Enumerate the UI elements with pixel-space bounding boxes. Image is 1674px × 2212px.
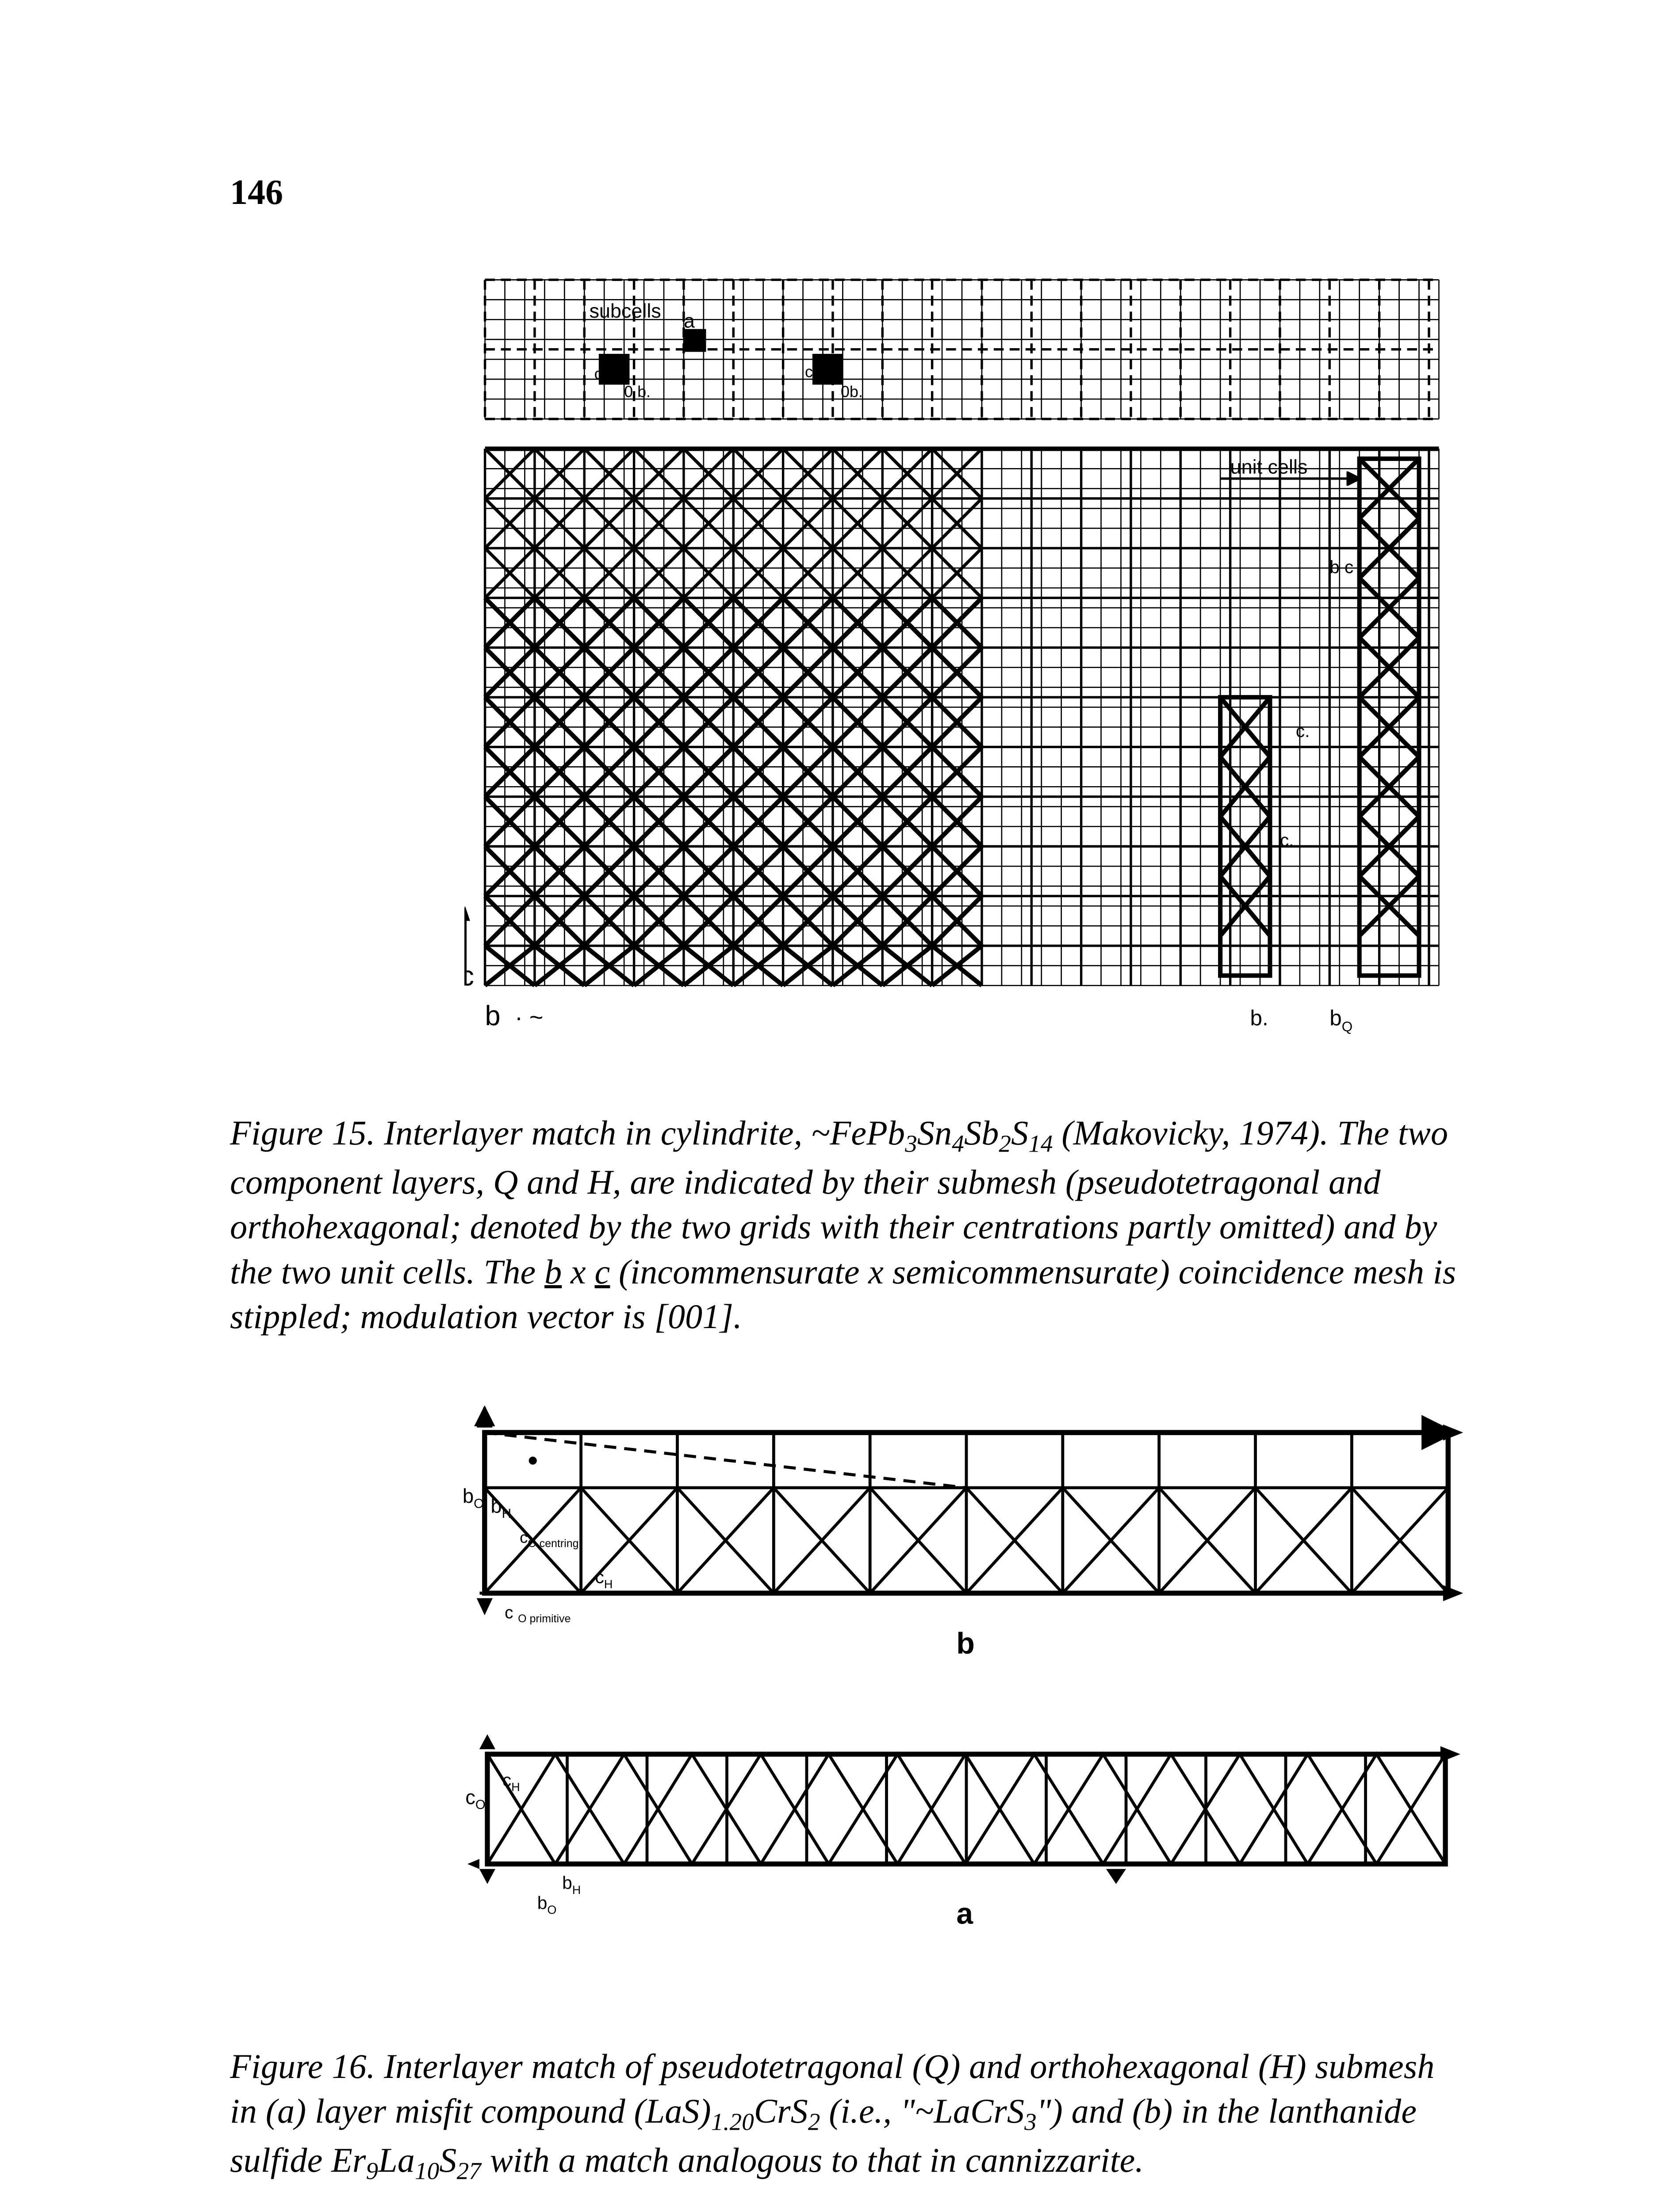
label-cq: c. bbox=[1296, 721, 1310, 741]
label-subcells: subcells bbox=[589, 300, 661, 322]
label-a: a bbox=[684, 309, 695, 332]
label-cO-prim: c O primitive bbox=[505, 1603, 571, 1625]
page: 146 bbox=[0, 0, 1674, 2212]
label-c3: c. bbox=[1280, 830, 1294, 850]
axis-c: c bbox=[464, 961, 474, 992]
label-unit-cells: unit cells bbox=[1230, 456, 1308, 478]
label-cH-a: cH bbox=[502, 1770, 520, 1793]
panel-label-a: a bbox=[956, 1897, 973, 1929]
axis-b: b bbox=[485, 1001, 501, 1032]
fig16b-svg: bO bH cO centring cH c O primitive b bbox=[456, 1402, 1477, 1663]
label-cH: cH bbox=[595, 1567, 613, 1590]
label-0b2: 0b. bbox=[841, 383, 863, 401]
label-bO-a: bO bbox=[537, 1893, 557, 1916]
fig15-svg: subcells a c. 0 b. c. 0b. bbox=[464, 270, 1459, 1035]
figure-15-caption: Figure 15. Interlayer match in cylindrit… bbox=[230, 1110, 1464, 1339]
panel-label-b: b bbox=[956, 1626, 975, 1660]
label-bO: bO bbox=[463, 1485, 484, 1511]
figure-16-caption: Figure 16. Interlayer match of pseudotet… bbox=[230, 2044, 1464, 2187]
label-bH-a: bH bbox=[562, 1873, 581, 1897]
label-cO-centring: cO centring bbox=[520, 1528, 578, 1550]
label-bH: bH bbox=[490, 1495, 511, 1521]
label-c2: c. bbox=[805, 363, 817, 381]
figure-16-panel-b: bO bH cO centring cH c O primitive b bbox=[456, 1402, 1477, 1663]
figure-15: subcells a c. 0 b. c. 0b. bbox=[464, 270, 1459, 1035]
page-number: 146 bbox=[230, 173, 283, 213]
label-bc-right: b c bbox=[1329, 557, 1353, 577]
label-0b1: 0 b. bbox=[624, 383, 651, 401]
figure-16-panel-a: cO cH bH bO a bbox=[456, 1734, 1477, 1929]
label-c1: c. bbox=[594, 365, 607, 383]
svg-text:· ~: · ~ bbox=[515, 1004, 543, 1031]
label-cO-a: cO bbox=[465, 1786, 485, 1812]
cap15-lead: Figure 15. Interlayer match in cylindrit… bbox=[230, 1114, 905, 1152]
fig16a-svg: cO cH bH bO a bbox=[456, 1734, 1477, 1929]
label-b-lower: b. bbox=[1250, 1006, 1268, 1030]
